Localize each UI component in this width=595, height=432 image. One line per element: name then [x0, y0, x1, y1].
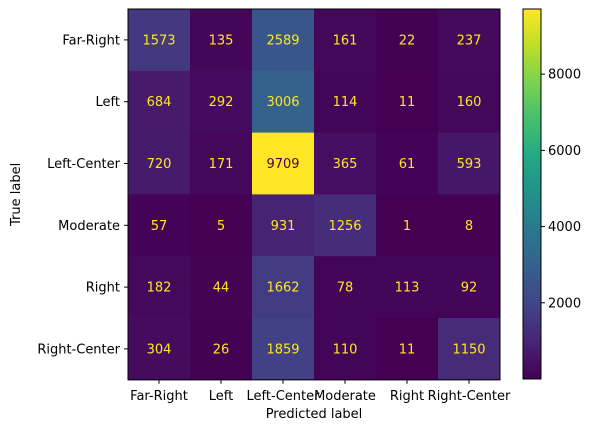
heatmap-cell: [314, 132, 377, 195]
heatmap-cells: [128, 9, 501, 381]
cell-value-label: 22: [399, 33, 416, 48]
x-tick-label: Right-Center: [428, 389, 511, 404]
colorbar-tick-label: 6000: [548, 144, 581, 159]
heatmap-cell: [438, 256, 501, 319]
y-tick-label: Right: [86, 281, 120, 296]
x-tick-label: Moderate: [314, 389, 376, 404]
heatmap-cell: [128, 194, 191, 257]
cell-value-label: 1150: [452, 342, 485, 357]
colorbar-tick-label: 2000: [548, 296, 581, 311]
heatmap-cell: [438, 318, 501, 381]
heatmap-cell: [128, 318, 191, 381]
heatmap-cell: [438, 132, 501, 195]
cell-value-label: 720: [147, 157, 172, 172]
colorbar-tick-label: 8000: [548, 68, 581, 83]
cell-value-label: 11: [399, 95, 416, 110]
x-tick-label: Left-Center: [247, 389, 321, 404]
heatmap-cell: [376, 318, 439, 381]
cell-value-label: 44: [213, 281, 230, 296]
cell-value-label: 171: [209, 157, 234, 172]
cell-value-label: 110: [333, 342, 358, 357]
heatmap-cell: [438, 9, 501, 72]
heatmap-cell: [314, 70, 377, 134]
cell-value-label: 931: [271, 219, 296, 234]
cell-value-label: 26: [213, 342, 230, 357]
cell-value-label: 114: [333, 95, 358, 110]
heatmap-cell: [376, 70, 439, 134]
cell-value-label: 237: [457, 33, 482, 48]
cell-value-label: 92: [461, 281, 478, 296]
x-tick-label: Far-Right: [130, 389, 188, 404]
cell-value-label: 3006: [266, 95, 299, 110]
heatmap-cell: [252, 70, 315, 134]
cell-value-label: 160: [457, 95, 482, 110]
heatmap-cell: [438, 70, 501, 134]
cell-value-label: 1256: [328, 219, 361, 234]
heatmap-cell: [314, 256, 377, 319]
cell-value-label: 11: [399, 342, 416, 357]
heatmap-cell: [128, 132, 191, 195]
cell-value-label: 182: [147, 281, 172, 296]
heatmap-cell: [252, 9, 315, 72]
heatmap-cell: [314, 9, 377, 72]
heatmap-cell: [376, 9, 439, 72]
heatmap-cell: [252, 318, 315, 381]
heatmap-cell: [376, 256, 439, 319]
cell-value-label: 1573: [142, 33, 175, 48]
cell-value-label: 135: [209, 33, 234, 48]
cell-value-label: 365: [333, 157, 358, 172]
heatmap-cell: [190, 194, 253, 257]
y-tick-label: Left: [96, 95, 120, 110]
y-axis-label: True label: [9, 163, 24, 227]
colorbar-tick-label: 4000: [548, 220, 581, 235]
y-tick-label: Right-Center: [37, 342, 120, 357]
heatmap-cell: [438, 194, 501, 257]
colorbar-ticks: 2000 4000 6000 8000: [541, 68, 581, 311]
heatmap-cell: [128, 9, 191, 72]
cell-value-label: 61: [399, 157, 416, 172]
x-axis-label: Predicted label: [266, 407, 363, 422]
y-axis-ticks: Far-Right Left Left-Center Moderate Right Rig…: [37, 33, 128, 357]
y-tick-label: Left-Center: [47, 157, 121, 172]
x-tick-label: Left: [209, 389, 233, 404]
heatmap-cell: [190, 132, 253, 195]
cell-value-label: 5: [217, 219, 225, 234]
heatmap-cell: [314, 194, 377, 257]
cell-value-label: 113: [395, 281, 420, 296]
cell-value-label: 57: [151, 219, 168, 234]
heatmap-cell: [128, 256, 191, 319]
cell-value-label: 8: [465, 219, 473, 234]
cell-value-label: 1859: [266, 342, 299, 357]
heatmap-cell: [252, 132, 315, 195]
cell-value-label: 2589: [266, 33, 299, 48]
x-tick-label: Right: [390, 389, 424, 404]
heatmap-cell: [190, 318, 253, 381]
heatmap-cell: [190, 9, 253, 72]
y-tick-label: Moderate: [58, 219, 120, 234]
heatmap-cell: [376, 194, 439, 257]
cell-value-label: 292: [209, 95, 234, 110]
cell-value-label: 684: [147, 95, 172, 110]
cell-value-label: 1662: [266, 281, 299, 296]
heatmap-cell: [252, 194, 315, 257]
heatmap-cell: [376, 132, 439, 195]
cell-value-label: 161: [333, 33, 358, 48]
colorbar: [522, 8, 542, 380]
cell-value-label: 593: [457, 157, 482, 172]
heatmap-cell: [252, 256, 315, 319]
heatmap-cell: [190, 256, 253, 319]
heatmap-cell: [314, 318, 377, 381]
cell-value-label: 9709: [266, 157, 299, 172]
cell-value-label: 78: [337, 281, 354, 296]
heatmap-cell: [190, 70, 253, 134]
plot-frame: [127, 8, 501, 381]
heatmap-cell: [128, 70, 191, 134]
y-tick-label: Far-Right: [62, 33, 120, 48]
cell-value-label: 304: [147, 342, 172, 357]
cell-value-label: 1: [403, 219, 411, 234]
